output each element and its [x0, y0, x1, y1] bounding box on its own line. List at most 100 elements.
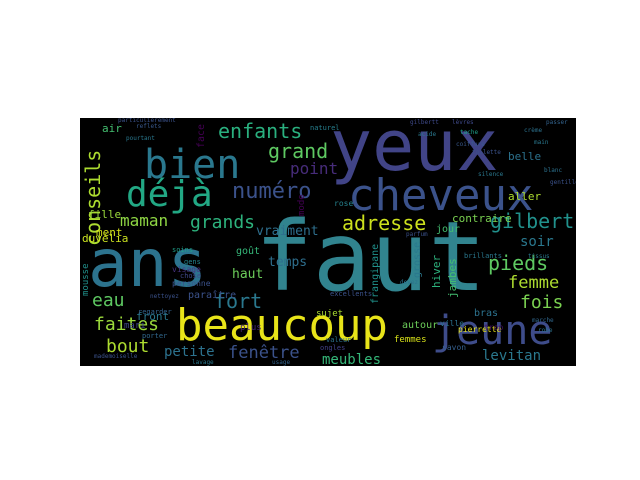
word: naturel: [310, 124, 340, 132]
word: soins: [172, 246, 193, 254]
word: mademoiselle: [94, 353, 138, 360]
word: levitan: [482, 348, 541, 364]
word: excellents: [330, 290, 372, 298]
word: mari: [124, 321, 146, 331]
word: lèvres: [452, 119, 474, 126]
word: ment: [96, 226, 123, 239]
word: temps: [268, 255, 307, 270]
word: bout: [106, 336, 149, 357]
word: déjà: [126, 174, 213, 215]
word: maman: [120, 211, 168, 230]
word: jour: [436, 224, 460, 235]
word: jambes: [446, 258, 459, 298]
word: fenêtre: [228, 343, 300, 363]
word: faut: [255, 201, 486, 313]
word: acide: [418, 131, 436, 138]
word: goût: [236, 245, 260, 257]
word: duvélia: [82, 232, 128, 245]
word: contraire: [452, 212, 512, 225]
word: gens: [184, 258, 201, 266]
word: passer: [546, 119, 568, 126]
word: faites: [94, 314, 159, 335]
word: hiver: [430, 255, 443, 288]
word: mousse: [81, 263, 91, 296]
word: frangipane: [370, 244, 381, 304]
word: gilbertt: [410, 119, 439, 126]
word: meubles: [322, 352, 381, 366]
word: mode: [297, 194, 307, 216]
word: ongles: [320, 344, 345, 352]
word: personne: [172, 279, 211, 288]
word: face: [196, 124, 207, 148]
word: blanc: [544, 167, 562, 174]
word: fois: [520, 292, 563, 313]
word: belle: [508, 150, 541, 163]
word: savon: [442, 343, 466, 352]
word: regarder: [138, 308, 172, 316]
word: silence: [478, 171, 504, 178]
word: tache: [460, 129, 478, 136]
word: toilette: [472, 149, 501, 156]
cloud-background: [80, 118, 576, 366]
word: crème: [524, 127, 542, 134]
word: grosse: [412, 242, 423, 278]
word: plus: [240, 323, 262, 333]
word: main: [534, 139, 549, 146]
word: jeune: [432, 308, 552, 354]
word: soir: [520, 234, 554, 250]
word: devez: [400, 279, 418, 286]
word: usage: [272, 359, 290, 366]
word: grand: [268, 139, 328, 163]
word: parfum: [406, 231, 428, 238]
word: robe: [538, 327, 553, 334]
word: front: [136, 310, 169, 323]
word: beaucoup: [176, 300, 388, 351]
word: bien: [144, 142, 240, 188]
word: sujet: [316, 309, 343, 319]
word: rose: [334, 199, 353, 208]
word: cheveux: [348, 170, 533, 221]
word: point: [290, 159, 338, 178]
word: coiffure: [456, 141, 485, 148]
word: marche: [532, 317, 554, 324]
word: adresse: [342, 211, 426, 235]
word: numéro: [232, 179, 311, 204]
word: gentille: [550, 179, 576, 186]
word: pourtant: [126, 135, 155, 142]
word: paraître: [188, 289, 236, 301]
word: femmes: [394, 335, 427, 345]
word: fille: [88, 208, 121, 221]
word: reflets: [136, 123, 162, 130]
word: lavage: [192, 359, 214, 366]
word: chose: [180, 272, 201, 280]
word: porter: [142, 332, 167, 340]
word: trop: [484, 323, 503, 332]
word: visage: [172, 265, 201, 274]
word: conseils: [81, 150, 105, 246]
word: aller: [508, 190, 541, 203]
word: petite: [164, 344, 215, 360]
word: nettoyez: [150, 293, 179, 300]
word: valeur: [326, 336, 351, 344]
word: pierrette: [458, 325, 502, 334]
word: enfants: [218, 119, 302, 143]
word: pieds: [488, 251, 548, 275]
word: particulièrement: [118, 118, 176, 124]
word-cloud-panel: faut yeux ans beaucoup cheveux jeune bie…: [80, 118, 576, 366]
word: autour: [402, 320, 438, 331]
word: femme: [508, 273, 559, 293]
word: eau: [92, 290, 125, 311]
word: ans: [88, 225, 207, 302]
word: yeux: [330, 118, 499, 187]
word: tissus: [528, 253, 550, 260]
word: fort: [214, 289, 262, 313]
word: bras: [474, 308, 498, 319]
word: haut: [232, 267, 263, 282]
word: air: [102, 122, 122, 135]
word: ville: [440, 319, 464, 328]
word-cloud: faut yeux ans beaucoup cheveux jeune bie…: [80, 118, 576, 366]
word: brillants: [464, 252, 502, 260]
word: vraiment: [256, 224, 319, 239]
word: gilbert: [490, 209, 574, 233]
word: grands: [190, 212, 255, 233]
